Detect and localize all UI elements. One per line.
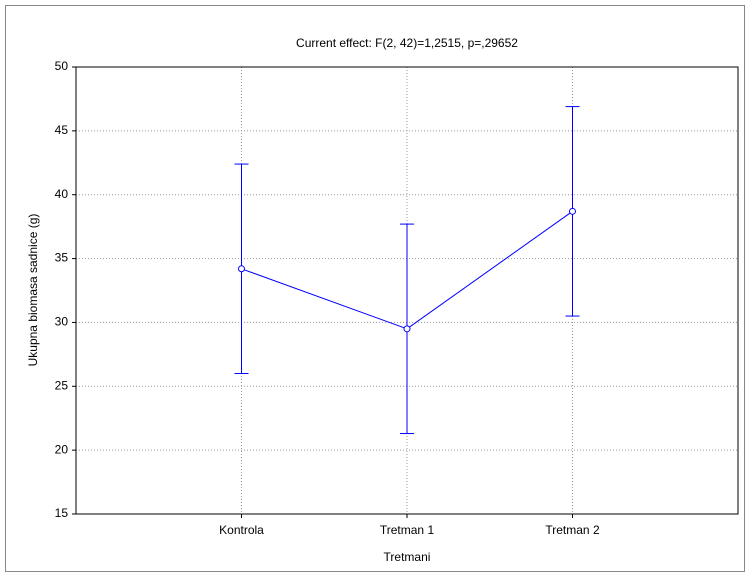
y-tick-label: 40	[55, 187, 69, 201]
y-tick-label: 45	[55, 123, 69, 137]
x-tick-label: Tretman 1	[380, 523, 435, 537]
y-tick-label: 20	[55, 442, 69, 456]
chart-title: Current effect: F(2, 42)=1,2515, p=,2965…	[296, 36, 518, 50]
plot-area	[75, 66, 739, 515]
point	[569, 207, 576, 215]
y-tick-label: 35	[55, 251, 69, 265]
frame	[5, 5, 745, 572]
y-axis-label: Ukupna biomasa sadnice (g)	[26, 214, 40, 367]
x-tick-label: Tretman 2	[545, 523, 600, 537]
point	[238, 265, 245, 273]
y-tick-label: 15	[55, 506, 69, 520]
y-tick-label: 25	[55, 378, 69, 392]
point	[403, 325, 411, 333]
x-tick-label: Kontrola	[219, 523, 264, 537]
x-axis-label: Tretmani	[384, 550, 431, 564]
y-tick-label: 30	[55, 315, 69, 329]
y-tick-label: 50	[55, 59, 69, 73]
